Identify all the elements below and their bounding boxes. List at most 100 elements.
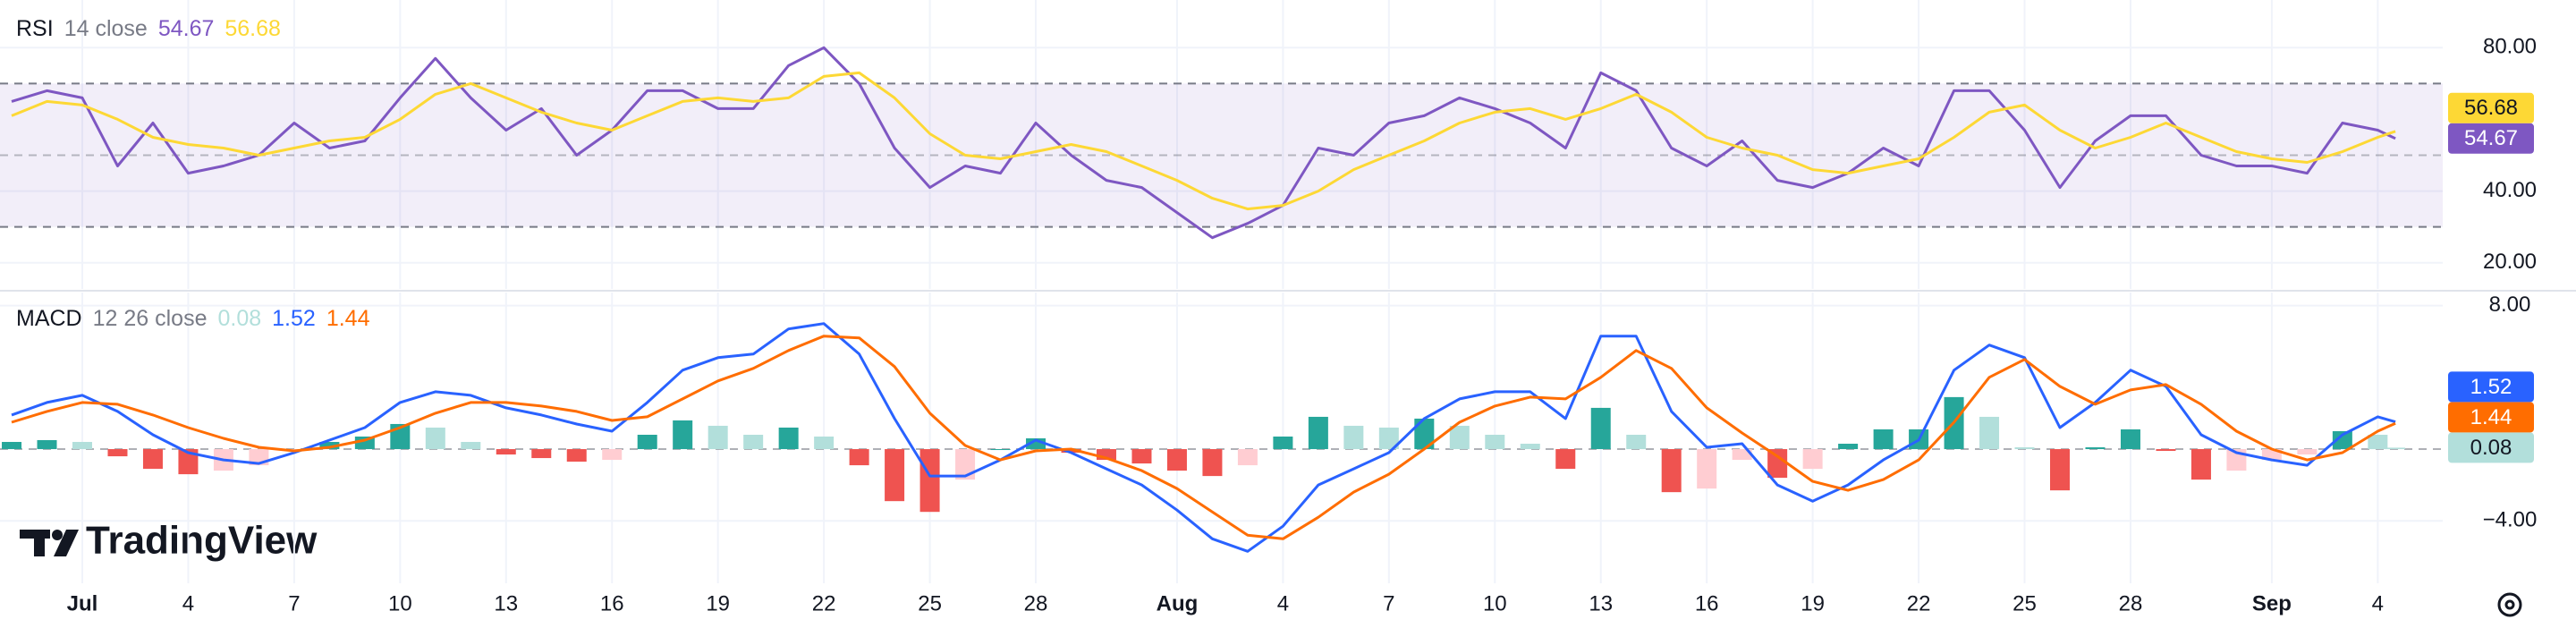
histogram-bar [1802,449,1823,470]
x-tick-label: 19 [1801,591,1825,615]
x-tick-label: 16 [1695,591,1719,615]
last-value-box [2448,92,2534,123]
histogram-bar [1273,436,1293,450]
x-tick-label: 22 [812,591,836,615]
last-value-box [2448,371,2534,403]
histogram-bar [1838,444,1859,450]
last-value-box [2448,123,2534,154]
histogram-bar [743,434,764,450]
histogram-bar [1343,425,1364,450]
histogram-bar [990,449,1011,451]
settings-outer[interactable] [2497,592,2522,617]
legend-value: 1.52 [272,306,316,331]
histogram-bar [778,427,799,450]
settings-icon[interactable] [2497,592,2522,617]
x-tick-label: 13 [494,591,518,615]
last-value-label: 56.68 [2464,96,2518,120]
logo-slash [54,530,79,556]
histogram-bar [1131,449,1152,464]
histogram-bar [2,442,22,450]
x-tick-label: 7 [288,591,300,615]
histogram-bar [178,449,199,475]
x-tick-label: 7 [1383,591,1394,615]
histogram-bar [2332,430,2352,450]
y-tick-label: −4.00 [2483,508,2538,532]
last-value-label: 54.67 [2464,126,2518,150]
histogram-bar [2190,449,2211,480]
y-tick-label: 80.00 [2483,35,2537,59]
histogram-bar [72,442,92,450]
histogram-bar [2120,429,2140,450]
x-tick-label: Aug [1157,591,1199,615]
histogram-bar [319,442,340,450]
x-tick-label: 4 [182,591,194,615]
histogram-bar [1061,449,1081,454]
last-value-label: 0.08 [2470,436,2512,460]
histogram-bar [2014,447,2035,450]
logo-dot [52,530,63,540]
indicator-title: RSI [16,16,54,41]
histogram-bar [2297,449,2318,455]
histogram-bar [955,449,976,480]
indicator-params: 14 close [64,16,148,41]
x-tick-label: 25 [2012,591,2037,615]
histogram-bar [673,420,693,450]
x-tick-label: 13 [1589,591,1613,615]
x-tick-label: 16 [600,591,624,615]
histogram-bar [2050,449,2071,491]
histogram-bar [1767,449,1788,479]
histogram-bar [919,449,940,513]
histogram-bar [2156,449,2176,452]
histogram-bar [885,449,905,502]
histogram-bar [1626,434,1647,450]
watermark: TradingView [86,519,318,563]
logo [20,530,79,556]
histogram-bar [531,449,552,459]
histogram-bar [1661,449,1682,493]
histogram-bar [2368,434,2388,450]
series-line [11,46,2396,240]
histogram-bar [566,449,587,463]
x-tick-label: 4 [2372,591,2384,615]
rsi-header: RSI 14 close 54.67 56.68 [16,16,281,42]
x-tick-label: Sep [2252,591,2292,615]
legend-value: 54.67 [157,16,215,41]
panel: 80.00 40.00 20.00 54.67 56.68 [0,0,2537,289]
indicator-params: 12 26 close [92,306,208,331]
histogram-bar [496,449,516,455]
x-tick-label: 22 [1907,591,1931,615]
histogram-bar [1979,416,2000,450]
histogram-bar [1449,425,1470,450]
settings-inner[interactable] [2504,599,2515,610]
histogram-bar [602,449,623,461]
x-tick-label: Jul [67,591,98,615]
last-value-box [2448,432,2534,463]
histogram-bar [2085,447,2106,450]
y-tick-label: 40.00 [2483,178,2537,202]
y-tick-label: 20.00 [2483,250,2537,274]
histogram-bar [461,442,481,450]
y-tick-label: 8.00 [2489,293,2531,317]
histogram-bar [1202,449,1223,477]
indicator-title: MACD [16,306,82,331]
x-tick-label: 28 [2119,591,2143,615]
histogram-bar [1308,416,1328,450]
histogram-bar [1590,407,1611,450]
series-line [11,335,2396,540]
series-line [11,71,2396,211]
histogram-bar [1485,434,1505,450]
histogram-bar [1873,429,1894,450]
histogram-bar [1520,444,1540,450]
histogram-bar [814,436,835,450]
legend-value: 1.44 [326,306,370,331]
series-line [11,322,2396,553]
last-value-box [2448,402,2534,433]
histogram-bar [1378,427,1399,450]
histogram-bar [107,449,128,457]
legend-value: 56.68 [225,16,281,41]
macd-header: MACD 12 26 close 0.08 1.52 1.44 [16,306,370,332]
histogram-bar [1414,418,1435,450]
histogram-bar [1697,449,1717,489]
last-value-label: 1.52 [2470,375,2512,399]
